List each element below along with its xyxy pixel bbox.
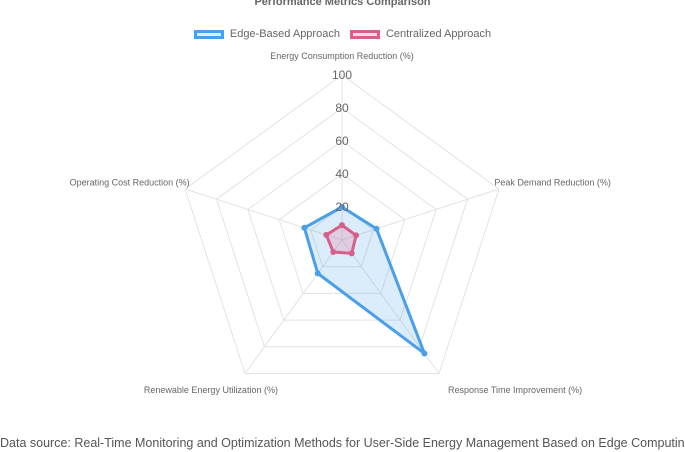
tick-label-3: 80 [335,101,349,115]
tick-label-2: 60 [335,134,349,148]
axis-label-4: Operating Cost Reduction (%) [70,177,190,187]
grid-ring-3 [215,107,469,348]
series-1-point-3 [330,249,337,256]
grid-spoke-3 [244,239,343,374]
grid-spoke-4 [184,188,343,241]
series-1-point-2 [348,250,355,257]
grid-ring-2 [247,140,437,321]
series-1-point-1 [353,232,360,239]
series-0-point-2 [421,350,428,357]
grid-spoke-1 [341,188,500,241]
chart-legend: Edge-Based Approach Centralized Approach [0,26,685,42]
chart-title: Performance Metrics Comparison [254,0,431,8]
tick-label-1: 40 [335,167,349,181]
axis-label-0: Energy Consumption Reduction (%) [270,51,414,61]
series-0-point-3 [314,270,321,277]
data-source-note: Data source: Real-Time Monitoring and Op… [0,436,685,450]
legend-item-edge[interactable]: Edge-Based Approach [193,26,340,42]
legend-label-centralized: Centralized Approach [385,28,492,40]
tick-label-0: 20 [335,200,349,214]
legend-swatch-edge [193,29,224,39]
series-0-point-0 [339,204,345,210]
legend-label-edge: Edge-Based Approach [229,28,340,40]
series-0-point-1 [373,225,380,232]
axis-label-3: Renewable Energy Utilization (%) [144,385,278,395]
series-1-point-0 [339,222,345,229]
grid-ring-4 [184,74,500,374]
tick-label-4: 100 [332,68,352,82]
grid-ring-0 [310,206,374,268]
series-0-point-4 [301,224,308,231]
axis-label-2: Response Time Improvement (%) [448,385,582,395]
legend-swatch-centralized [349,29,380,39]
series-area-0 [302,205,426,355]
axis-label-1: Peak Demand Reduction (%) [494,177,611,187]
legend-item-centralized[interactable]: Centralized Approach [349,26,492,42]
series-1-point-4 [323,231,330,238]
